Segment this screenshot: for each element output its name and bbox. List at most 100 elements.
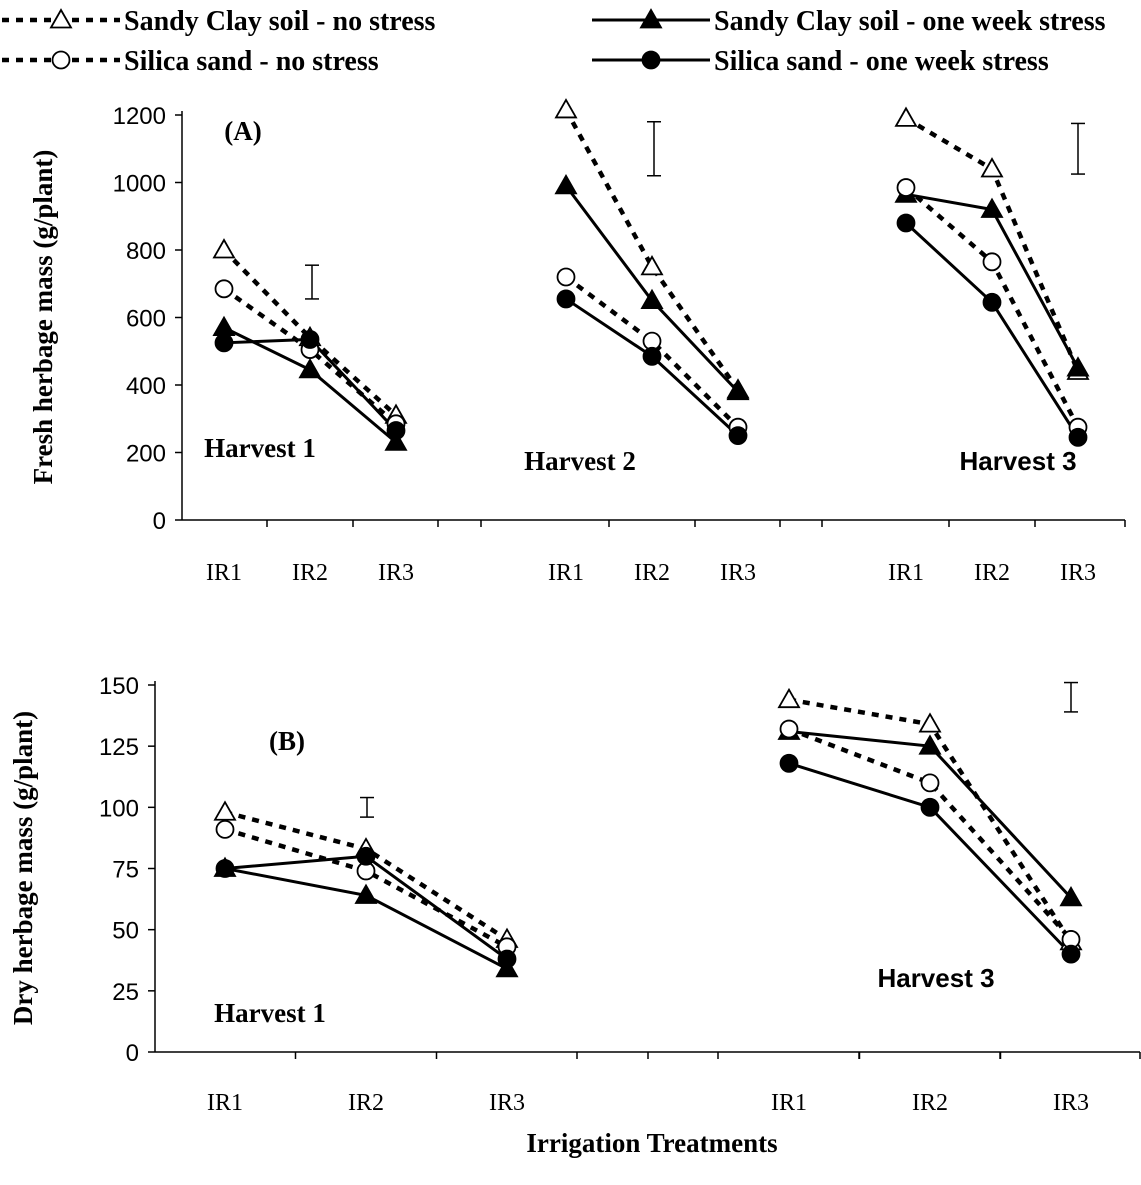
data-point <box>640 255 664 276</box>
series-line-2 <box>905 192 1080 369</box>
legend: Sandy Clay soil - no stress Sandy Clay so… <box>2 6 1106 77</box>
panel-label: (B) <box>269 726 305 756</box>
data-point <box>214 279 234 299</box>
y-tick-label: 0 <box>153 508 166 535</box>
y-tick-label: 150 <box>99 673 139 700</box>
y-tick-label: 1000 <box>113 171 166 198</box>
y-tick-label: 1200 <box>113 103 166 130</box>
data-point <box>896 213 916 233</box>
harvest-label: Harvest 3 <box>959 446 1076 476</box>
y-tick-label: 400 <box>126 373 166 400</box>
legend-label-3: Silica sand - no stress <box>124 46 379 77</box>
x-tick-label: IR3 <box>489 1090 525 1116</box>
x-tick-label: IR1 <box>771 1090 807 1116</box>
x-tick-label: IR1 <box>206 560 242 586</box>
data-point <box>918 734 942 755</box>
data-point <box>356 846 376 866</box>
x-tick-label: IR3 <box>1060 560 1096 586</box>
data-point <box>1066 356 1090 377</box>
data-point <box>982 252 1002 272</box>
data-point <box>386 421 406 440</box>
data-point <box>728 426 748 446</box>
data-point <box>777 687 801 709</box>
x-tick-label: IR1 <box>888 560 924 586</box>
y-tick-label: 25 <box>112 979 139 1006</box>
data-point <box>920 773 940 793</box>
y-tick-label: 50 <box>112 918 139 945</box>
data-point <box>212 315 236 337</box>
data-point <box>1059 886 1083 907</box>
data-point <box>215 819 235 839</box>
series-line-3 <box>224 827 509 949</box>
data-point <box>1068 427 1088 447</box>
data-point <box>920 797 940 817</box>
data-point <box>640 288 664 310</box>
data-point <box>642 346 662 366</box>
y-tick-label: 200 <box>126 441 166 468</box>
data-point <box>556 289 576 309</box>
data-point <box>214 333 234 353</box>
y-tick-label: 125 <box>99 734 139 761</box>
legend-marker-4 <box>641 50 661 70</box>
x-tick-label: IR3 <box>378 560 414 586</box>
data-point <box>554 98 578 119</box>
series-line-3 <box>564 275 740 429</box>
harvest-label: Harvest 1 <box>214 998 326 1028</box>
x-tick-label: IR3 <box>720 560 756 586</box>
data-point <box>896 178 916 197</box>
data-point <box>497 949 517 969</box>
series-line-4 <box>565 297 740 437</box>
harvest-label: Harvest 1 <box>204 433 316 463</box>
y-tick-label: 0 <box>126 1040 139 1067</box>
legend-label-1: Sandy Clay soil - no stress <box>124 6 436 37</box>
data-point <box>300 330 320 349</box>
data-point <box>779 719 799 739</box>
data-point <box>980 157 1004 178</box>
y-tick-label: 75 <box>112 857 139 884</box>
data-point <box>779 753 799 773</box>
legend-label-2: Sandy Clay soil - one week stress <box>714 6 1106 37</box>
x-axis-label: Irrigation Treatments <box>526 1128 777 1158</box>
panel-b: 0 25 50 75 100 125 150 IR1 IR2 IR3 IR1 IR2 IR3 Dry he… <box>8 673 1141 1116</box>
x-tick-label: IR2 <box>974 560 1010 586</box>
x-tick-label: IR1 <box>207 1090 243 1116</box>
harvest-label: Harvest 2 <box>524 446 636 476</box>
data-point <box>298 357 322 379</box>
data-point <box>894 106 918 127</box>
series-line-3 <box>788 726 1073 941</box>
legend-label-4: Silica sand - one week stress <box>714 46 1049 77</box>
y-axis-label: Fresh herbage mass (g/plant) <box>28 150 58 485</box>
data-point <box>1061 944 1081 964</box>
data-point <box>556 267 576 287</box>
x-tick-label: IR2 <box>912 1090 948 1116</box>
data-point <box>918 712 942 733</box>
panel-label: (A) <box>224 116 261 146</box>
y-tick-label: 600 <box>126 306 166 333</box>
series-line-1 <box>222 248 398 418</box>
y-axis-label: Dry herbage mass (g/plant) <box>8 711 38 1025</box>
series-line-2 <box>224 867 508 971</box>
legend-marker-2 <box>639 8 663 29</box>
series-line-1 <box>564 108 740 392</box>
data-point <box>980 197 1004 218</box>
x-tick-label: IR2 <box>348 1090 384 1116</box>
data-point <box>213 800 237 821</box>
x-tick-label: IR2 <box>634 560 670 586</box>
harvest-label: Harvest 3 <box>877 963 994 993</box>
legend-marker-3 <box>51 50 71 70</box>
data-point <box>982 292 1002 312</box>
x-tick-label: IR2 <box>292 560 328 586</box>
x-tick-label: IR1 <box>548 560 584 586</box>
data-point <box>215 859 235 878</box>
data-point <box>384 430 408 451</box>
data-point <box>554 174 578 195</box>
data-point <box>212 238 236 259</box>
x-tick-label: IR3 <box>1053 1090 1089 1116</box>
data-point <box>354 883 378 904</box>
panel-a: 0 200 400 600 800 1000 1200 IR1 IR2 IR3 IR1 IR2 IR3 I… <box>28 98 1126 586</box>
data-point <box>726 379 750 401</box>
y-tick-label: 800 <box>126 238 166 265</box>
legend-marker-1 <box>49 8 73 29</box>
y-tick-label: 100 <box>99 795 139 822</box>
